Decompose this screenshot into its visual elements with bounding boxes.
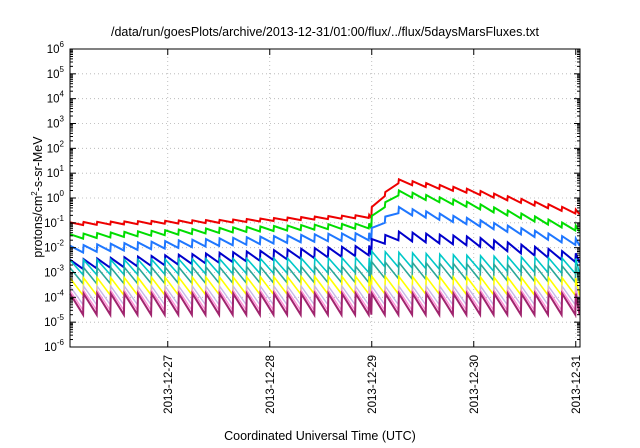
series-line-4 xyxy=(69,229,581,271)
y-tick-label: 106 xyxy=(47,40,65,56)
chart-title: /data/run/goesPlots/archive/2013-12-31/0… xyxy=(111,25,540,39)
x-tick-label: 2013-12-30 xyxy=(469,355,481,414)
y-tick-label: 10-1 xyxy=(44,214,64,230)
series-group xyxy=(69,177,581,319)
series-line-6 xyxy=(69,259,581,286)
y-tick-label: 10-6 xyxy=(44,338,64,354)
x-tick-label: 2013-12-29 xyxy=(367,355,379,414)
series-line-8 xyxy=(69,284,581,307)
y-axis: 10-6 10-5 10-4 10-3 10-2 10-1 100 101 102 103 104 1… xyxy=(44,40,580,354)
series-line-3 xyxy=(69,205,581,255)
y-tick-label: 105 xyxy=(47,65,65,81)
y-tick-label: 10-2 xyxy=(44,239,64,255)
series-line-9 xyxy=(69,288,581,313)
x-axis-label: Coordinated Universal Time (UTC) xyxy=(224,429,416,443)
x-tick-label: 2013-12-28 xyxy=(265,355,277,414)
y-tick-label: 101 xyxy=(47,164,65,180)
y-tick-label: 104 xyxy=(47,90,65,106)
y-axis-label: protons/cm2-s-sr-MeV xyxy=(30,136,45,258)
y-tick-label: 103 xyxy=(47,115,65,131)
y-tick-label: 10-3 xyxy=(44,264,64,280)
series-line-2 xyxy=(69,188,581,240)
y-tick-label: 10-5 xyxy=(44,313,64,329)
series-line-5 xyxy=(69,249,581,277)
y-tick-label: 10-4 xyxy=(44,288,64,304)
y-tick-label: 102 xyxy=(47,139,65,155)
x-tick-label: 2013-12-27 xyxy=(163,355,175,414)
series-line-10 xyxy=(69,290,581,319)
series-line-1 xyxy=(69,177,581,227)
y-tick-label: 100 xyxy=(47,189,65,205)
series-line-7 xyxy=(69,273,581,298)
x-tick-label: 2013-12-31 xyxy=(571,355,583,414)
x-axis: 2013-12-27 2013-12-28 2013-12-29 2013-12-30… xyxy=(163,49,583,414)
